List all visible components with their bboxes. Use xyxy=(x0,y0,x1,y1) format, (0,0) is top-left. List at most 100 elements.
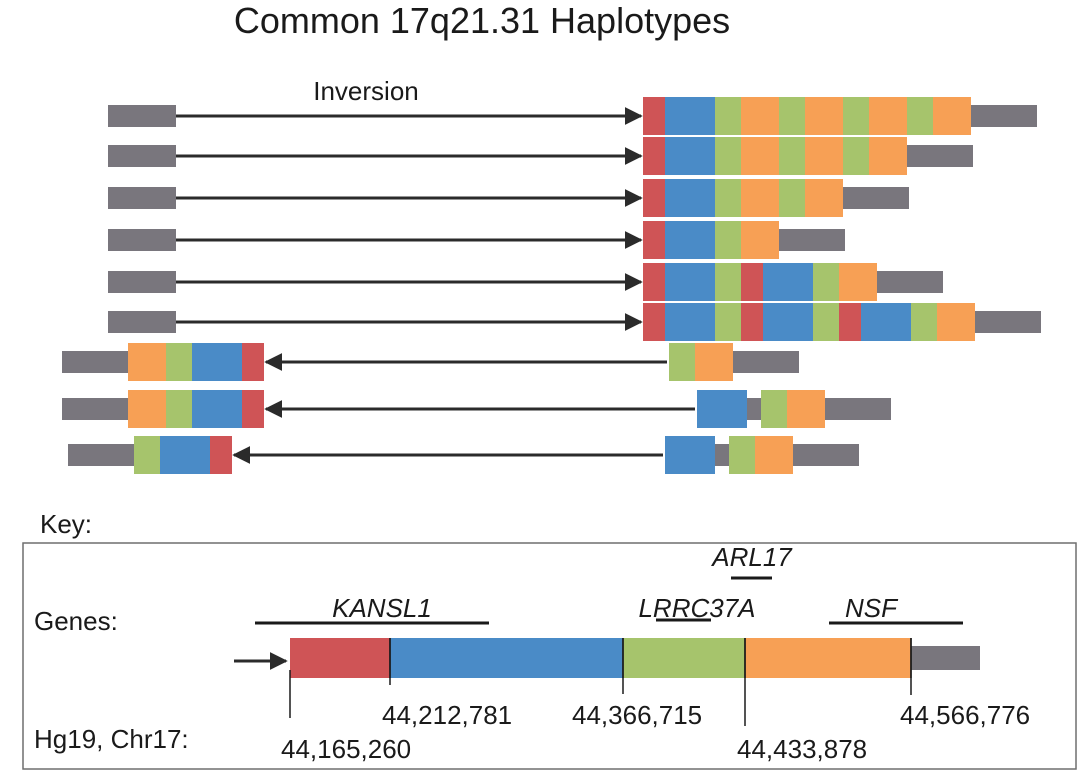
segment-orange xyxy=(787,390,825,428)
haplotype-row xyxy=(62,390,891,428)
segment-orange xyxy=(937,303,975,341)
gene-arl17: ARL17 xyxy=(710,542,793,572)
haplotype-left-flank xyxy=(108,271,176,293)
segment-orange xyxy=(805,97,843,135)
diagram-title: Common 17q21.31 Haplotypes xyxy=(234,0,730,41)
segment-blue xyxy=(697,390,747,428)
segment-orange xyxy=(933,97,971,135)
segment-orange xyxy=(128,343,166,381)
key-segments xyxy=(290,638,980,678)
haplotype-left-flank xyxy=(108,105,176,127)
segment-gray xyxy=(733,351,799,373)
inversion-label: Inversion xyxy=(313,76,419,106)
haplotype-left-flank xyxy=(108,145,176,167)
segment-orange xyxy=(741,97,779,135)
segment-red xyxy=(643,263,665,301)
segment-blue xyxy=(192,343,242,381)
segment-green xyxy=(166,390,192,428)
segment-blue xyxy=(665,179,715,217)
segment-blue xyxy=(665,303,715,341)
segment-green xyxy=(669,343,695,381)
gene-kansl1: KANSL1 xyxy=(332,593,432,623)
segment-red xyxy=(643,221,665,259)
segment-gray xyxy=(779,229,845,251)
coord-2: 44,212,781 xyxy=(382,700,512,730)
segment-red xyxy=(643,179,665,217)
segment-blue xyxy=(665,263,715,301)
segment-red xyxy=(741,263,763,301)
segment-gray xyxy=(68,444,134,466)
segment-blue xyxy=(665,97,715,135)
segment-blue xyxy=(160,436,210,474)
gene-lrrc37a: LRRC37A xyxy=(638,593,755,623)
segment-red xyxy=(242,390,264,428)
haplotype-row xyxy=(108,221,845,259)
segment-gray xyxy=(62,398,128,420)
haplotype-row xyxy=(68,436,859,474)
segment-orange xyxy=(741,179,779,217)
segment-blue xyxy=(861,303,911,341)
segment-green xyxy=(134,436,160,474)
segment-blue xyxy=(665,221,715,259)
haplotype-row xyxy=(108,179,909,217)
haplotype-left-flank xyxy=(108,311,176,333)
segment-orange xyxy=(755,436,793,474)
segment-red xyxy=(643,137,665,175)
segment-orange xyxy=(869,97,907,135)
genes-label: Genes: xyxy=(34,606,118,636)
segment-red xyxy=(242,343,264,381)
segment-green xyxy=(715,303,741,341)
segment-gray xyxy=(975,311,1041,333)
segment-green xyxy=(843,137,869,175)
segment-blue xyxy=(665,436,715,474)
key-box xyxy=(22,542,1077,770)
haplotype-row xyxy=(108,303,1041,341)
segment-green xyxy=(729,436,755,474)
haplotype-left-flank xyxy=(108,187,176,209)
segment-gray xyxy=(62,351,128,373)
segment-gray xyxy=(747,398,761,420)
segment-orange xyxy=(805,137,843,175)
segment-blue xyxy=(763,303,813,341)
segment-blue xyxy=(665,137,715,175)
haplotype-row xyxy=(108,137,973,175)
segment-green xyxy=(166,343,192,381)
segment-green xyxy=(779,179,805,217)
segment-gray xyxy=(907,145,973,167)
segment-green xyxy=(907,97,933,135)
coords-label: Hg19, Chr17: xyxy=(34,724,189,754)
haplotype-rows xyxy=(62,97,1041,474)
segment-gray xyxy=(793,444,859,466)
segment-green xyxy=(715,97,741,135)
haplotype-row xyxy=(108,97,1037,135)
key-segment-gray xyxy=(911,646,980,670)
segment-red xyxy=(643,303,665,341)
coord-3: 44,366,715 xyxy=(572,700,702,730)
key-segment-blue xyxy=(390,638,623,678)
segment-green xyxy=(715,221,741,259)
key-segment-orange xyxy=(745,638,911,678)
segment-gray xyxy=(825,398,891,420)
segment-red xyxy=(210,436,232,474)
key-segment-green xyxy=(623,638,745,678)
segment-orange xyxy=(869,137,907,175)
segment-green xyxy=(911,303,937,341)
segment-orange xyxy=(741,137,779,175)
segment-green xyxy=(715,179,741,217)
segment-green xyxy=(843,97,869,135)
segment-green xyxy=(761,390,787,428)
segment-green xyxy=(715,263,741,301)
segment-gray xyxy=(715,444,729,466)
segment-orange xyxy=(695,343,733,381)
key-segment-red xyxy=(290,638,390,678)
segment-green xyxy=(715,137,741,175)
haplotype-left-flank xyxy=(108,229,176,251)
key-label: Key: xyxy=(40,509,92,539)
segment-blue xyxy=(192,390,242,428)
segment-green xyxy=(779,97,805,135)
segment-orange xyxy=(128,390,166,428)
segment-red xyxy=(839,303,861,341)
coord-5: 44,566,776 xyxy=(900,700,1030,730)
haplotype-row xyxy=(62,343,799,381)
